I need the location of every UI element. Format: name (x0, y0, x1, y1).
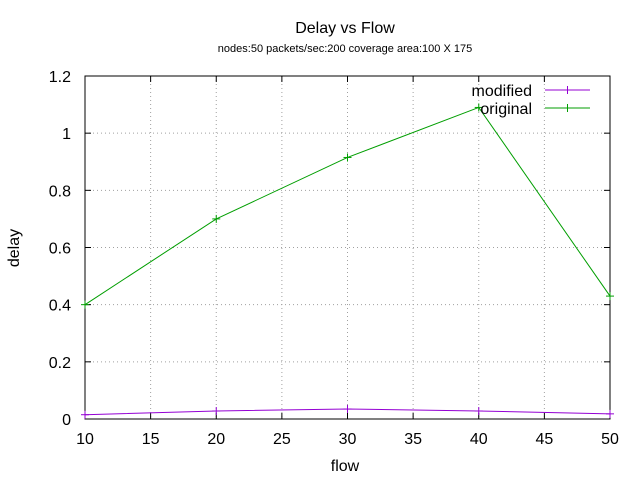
chart-subtitle: nodes:50 packets/sec:200 coverage area:1… (218, 43, 472, 55)
x-tick-label: 30 (339, 431, 357, 448)
y-tick-label: 0.4 (49, 298, 71, 315)
chart-title: Delay vs Flow (295, 20, 395, 37)
x-tick-label: 10 (76, 431, 94, 448)
ticks: 10 15 20 25 30 35 40 45 50 0 0.2 0.4 0.6 0.8 1 1.2 (49, 69, 619, 448)
x-axis-label: flow (331, 458, 360, 475)
x-tick-label: 35 (404, 431, 422, 448)
x-tick-label: 15 (142, 431, 160, 448)
y-tick-label: 0 (62, 412, 71, 429)
data-point-original (81, 300, 89, 309)
y-tick-label: 0.8 (49, 183, 71, 200)
data-point-original (606, 292, 614, 301)
y-tick-label: 0.6 (49, 241, 71, 258)
y-tick-label: 1.2 (49, 69, 71, 86)
series-line-original (84, 106, 611, 306)
y-axis-label: delay (6, 229, 23, 267)
data-point-original (474, 103, 483, 112)
series-group (81, 103, 614, 419)
data-point-modified (474, 406, 483, 415)
legend-swatch-modified (545, 86, 590, 94)
data-point-modified (212, 406, 221, 415)
data-point-original (343, 153, 352, 162)
legend-swatch-original (545, 104, 590, 112)
x-tick-label: 50 (601, 431, 619, 448)
data-point-original (212, 214, 221, 223)
x-tick-label: 25 (273, 431, 291, 448)
legend-label-original: original (480, 101, 532, 118)
grid (85, 76, 610, 419)
x-tick-label: 20 (207, 431, 225, 448)
data-point-modified (343, 404, 352, 413)
plot-frame (84, 75, 611, 420)
legend-label-modified: modified (472, 83, 532, 100)
y-tick-label: 1 (62, 126, 71, 143)
data-point-modified (81, 410, 89, 419)
y-tick-label: 0.2 (49, 355, 71, 372)
x-tick-label: 40 (470, 431, 488, 448)
x-tick-label: 45 (535, 431, 553, 448)
data-point-modified (606, 409, 614, 418)
